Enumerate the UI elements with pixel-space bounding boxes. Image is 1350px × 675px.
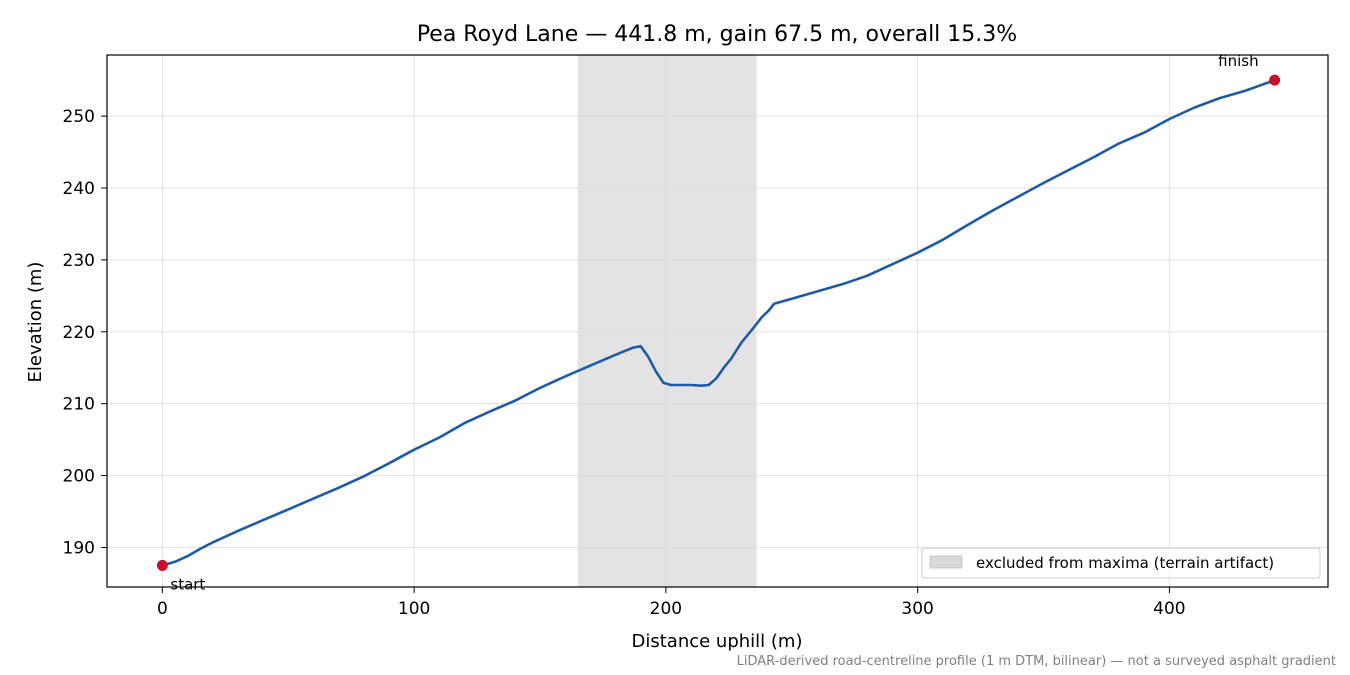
marker-label-finish: finish <box>1218 52 1258 70</box>
y-axis-label: Elevation (m) <box>25 262 46 383</box>
marker-finish <box>1269 74 1281 86</box>
x-tick-label: 100 <box>398 599 430 619</box>
y-tick-label: 210 <box>63 395 95 415</box>
chart-title: Pea Royd Lane — 441.8 m, gain 67.5 m, ov… <box>417 22 1017 47</box>
legend-entry-excluded: excluded from maxima (terrain artifact) <box>976 554 1274 572</box>
x-tick-label: 200 <box>650 599 682 619</box>
y-tick-label: 230 <box>63 251 95 271</box>
legend: excluded from maxima (terrain artifact) <box>921 547 1321 579</box>
marker-start <box>156 559 168 571</box>
plot-area-frame <box>106 54 1329 588</box>
footnote: LiDAR-derived road-centreline profile (1… <box>737 654 1336 669</box>
y-tick-label: 240 <box>63 179 95 199</box>
y-axis-ticks: 190 200 210 220 230 240 250 <box>63 107 107 558</box>
legend-swatch <box>929 555 963 569</box>
elevation-line <box>161 78 1276 567</box>
marker-label-start: start <box>170 575 205 593</box>
legend-box <box>921 547 1321 579</box>
x-axis-label: Distance uphill (m) <box>632 631 803 652</box>
excluded-region-band <box>577 55 757 587</box>
x-tick-label: 0 <box>157 599 168 619</box>
marker-layer: start finish <box>156 52 1281 593</box>
series-layer <box>161 78 1276 567</box>
y-tick-label: 200 <box>63 467 95 487</box>
x-tick-label: 400 <box>1153 599 1185 619</box>
x-axis-ticks: 0 100 200 300 400 <box>157 587 1186 619</box>
y-tick-label: 220 <box>63 323 95 343</box>
y-tick-label: 250 <box>63 107 95 127</box>
x-tick-label: 300 <box>901 599 933 619</box>
y-tick-label: 190 <box>63 538 95 558</box>
